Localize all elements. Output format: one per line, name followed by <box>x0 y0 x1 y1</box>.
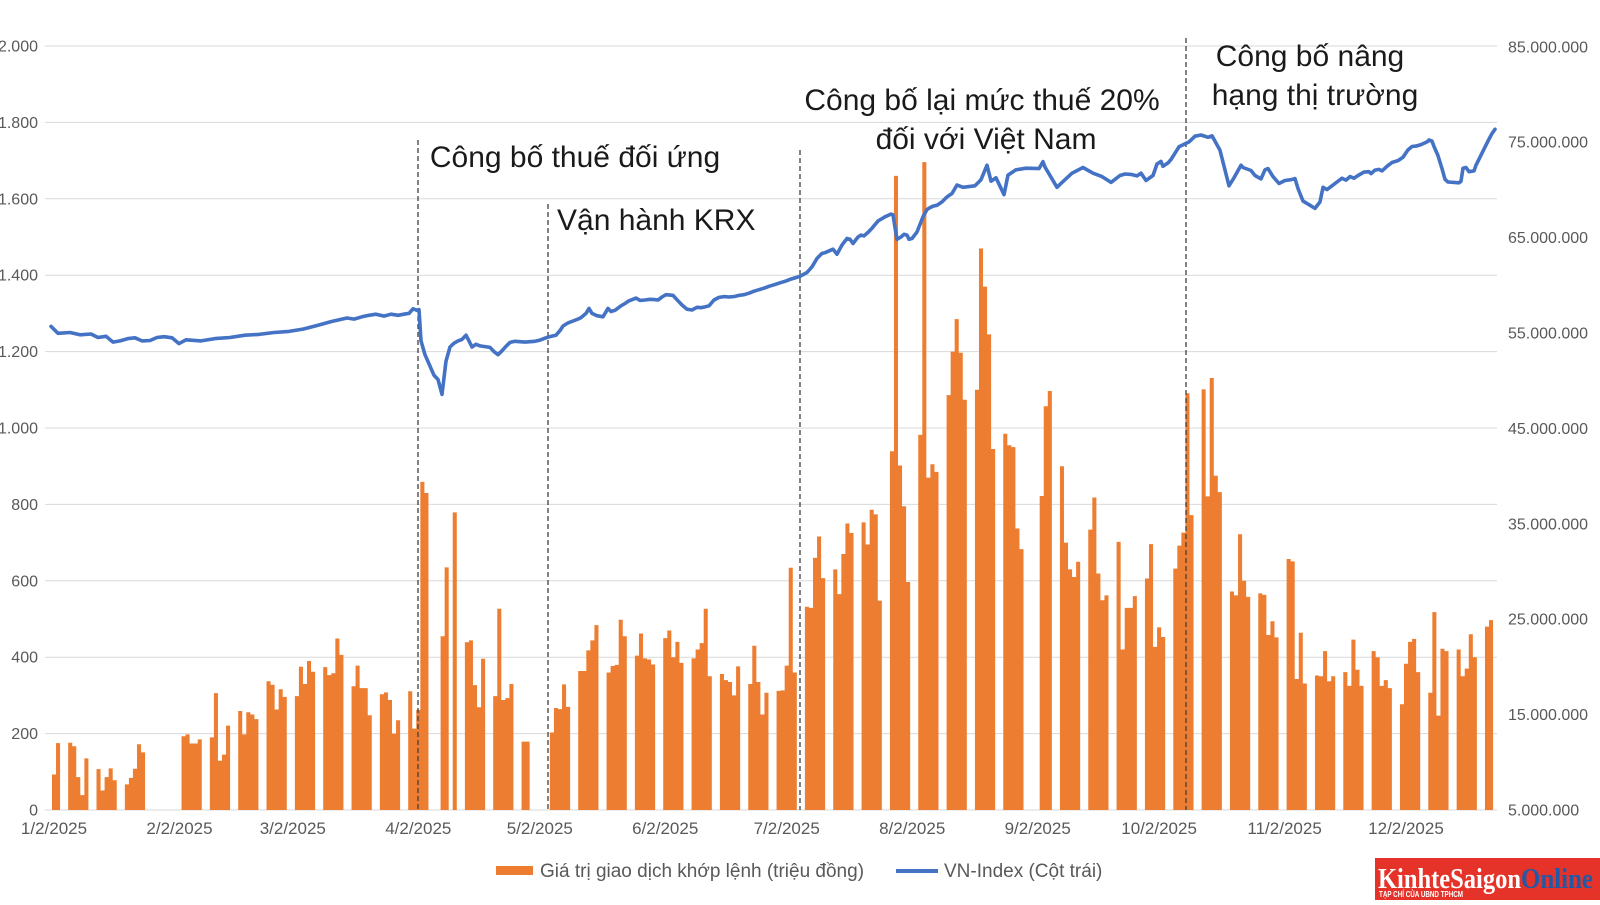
svg-text:15.000.000: 15.000.000 <box>1508 707 1588 724</box>
svg-text:Online: Online <box>1521 863 1593 895</box>
svg-text:TẠP CHÍ CỦA UBND TPHCM: TẠP CHÍ CỦA UBND TPHCM <box>1379 890 1463 899</box>
svg-text:5.000.000: 5.000.000 <box>1508 803 1579 820</box>
svg-text:85.000.000: 85.000.000 <box>1508 39 1588 56</box>
svg-text:3/2/2025: 3/2/2025 <box>260 819 326 838</box>
svg-text:đối với Việt Nam: đối với Việt Nam <box>876 123 1097 156</box>
svg-text:KinhteSaigon: KinhteSaigon <box>1378 863 1521 895</box>
svg-text:2.000: 2.000 <box>0 39 38 56</box>
svg-text:Công bố nâng: Công bố nâng <box>1216 40 1405 73</box>
svg-text:VN-Index (Cột trái): VN-Index (Cột trái) <box>944 861 1102 882</box>
svg-text:1/2/2025: 1/2/2025 <box>21 819 87 838</box>
svg-text:11/2/2025: 11/2/2025 <box>1247 819 1321 838</box>
svg-text:4/2/2025: 4/2/2025 <box>385 819 451 838</box>
svg-text:5/2/2025: 5/2/2025 <box>507 819 573 838</box>
svg-text:45.000.000: 45.000.000 <box>1508 421 1588 438</box>
svg-text:1.200: 1.200 <box>0 344 38 361</box>
svg-text:Giá trị giao dịch khớp lệnh (t: Giá trị giao dịch khớp lệnh (triệu đồng) <box>540 861 864 882</box>
svg-text:55.000.000: 55.000.000 <box>1508 326 1588 343</box>
svg-text:Công bố lại mức thuế 20%: Công bố lại mức thuế 20% <box>804 84 1159 117</box>
svg-text:Công bố thuế đối ứng: Công bố thuế đối ứng <box>430 141 720 174</box>
svg-text:0: 0 <box>29 803 38 820</box>
svg-text:2/2/2025: 2/2/2025 <box>146 819 212 838</box>
svg-text:600: 600 <box>11 573 38 590</box>
svg-text:400: 400 <box>11 650 38 667</box>
svg-text:1.600: 1.600 <box>0 191 38 208</box>
svg-text:1.400: 1.400 <box>0 268 38 285</box>
svg-text:9/2/2025: 9/2/2025 <box>1005 819 1071 838</box>
svg-text:75.000.000: 75.000.000 <box>1508 135 1588 152</box>
svg-text:65.000.000: 65.000.000 <box>1508 230 1588 247</box>
svg-text:1.800: 1.800 <box>0 115 38 132</box>
svg-text:10/2/2025: 10/2/2025 <box>1121 819 1197 838</box>
svg-text:25.000.000: 25.000.000 <box>1508 612 1588 629</box>
svg-text:Vận hành KRX: Vận hành KRX <box>557 204 755 237</box>
svg-text:8/2/2025: 8/2/2025 <box>879 819 945 838</box>
svg-text:800: 800 <box>11 497 38 514</box>
svg-text:1.000: 1.000 <box>0 421 38 438</box>
svg-text:200: 200 <box>11 726 38 743</box>
svg-text:35.000.000: 35.000.000 <box>1508 516 1588 533</box>
svg-text:6/2/2025: 6/2/2025 <box>632 819 698 838</box>
svg-text:hạng thị trường: hạng thị trường <box>1212 79 1419 112</box>
svg-text:12/2/2025: 12/2/2025 <box>1368 819 1444 838</box>
svg-text:7/2/2025: 7/2/2025 <box>754 819 820 838</box>
